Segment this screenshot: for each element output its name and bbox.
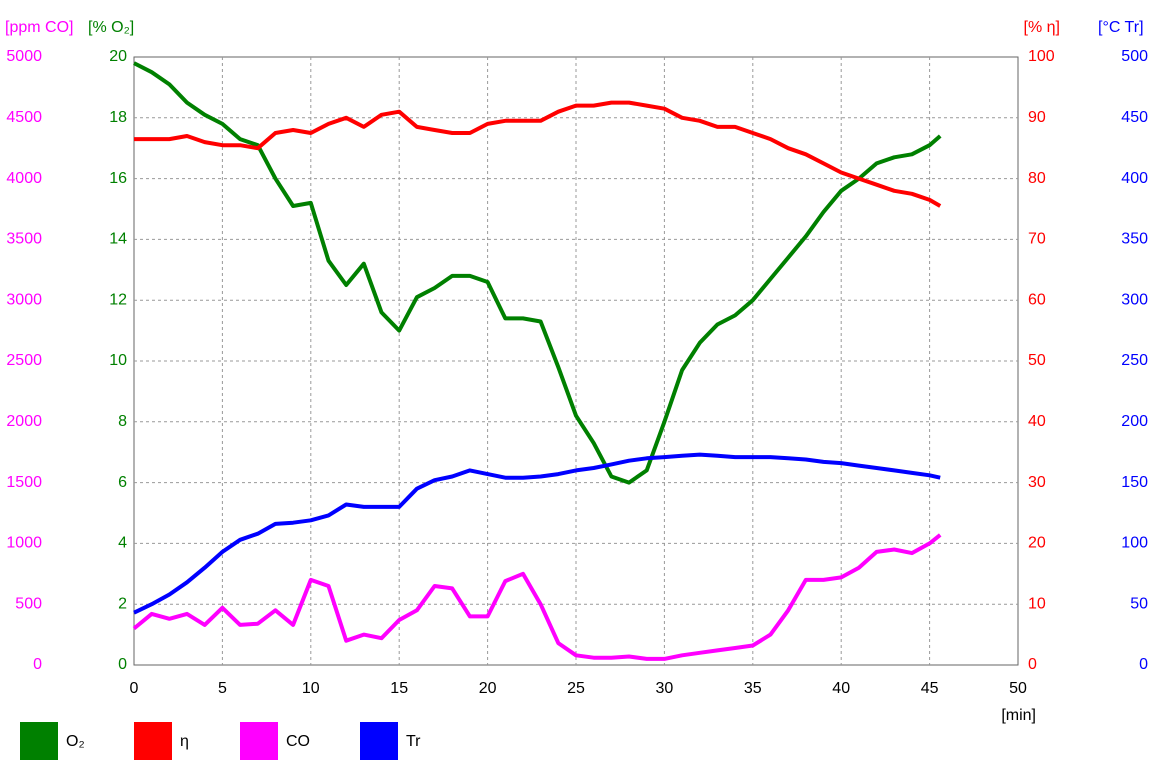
x-tick-label: 0: [130, 680, 139, 697]
legend-swatch: [360, 722, 398, 760]
y-tick-label: 500: [1121, 48, 1148, 65]
y-tick-label: 3500: [6, 231, 42, 248]
y-tick-label: 50: [1130, 595, 1148, 612]
y-tick-label: 2: [118, 595, 127, 612]
legend-swatch: [134, 722, 172, 760]
y-tick-label: 100: [1028, 48, 1055, 65]
series-line: [132, 533, 942, 661]
y-tick-label: 16: [109, 170, 127, 187]
x-tick-label: 30: [656, 680, 674, 697]
y-tick-label: 90: [1028, 109, 1046, 126]
y-tick-label: 8: [118, 413, 127, 430]
y-tick-label: 0: [118, 656, 127, 673]
x-tick-label: 10: [302, 680, 320, 697]
y-tick-label: 40: [1028, 413, 1046, 430]
y-tick-label: 20: [1028, 535, 1046, 552]
y-tick-label: 350: [1121, 231, 1148, 248]
y-tick-label: 4: [118, 535, 127, 552]
x-tick-label: 40: [832, 680, 850, 697]
y-tick-label: 10: [1028, 595, 1046, 612]
y-tick-label: 20: [109, 48, 127, 65]
y-tick-label: 3000: [6, 291, 42, 308]
y-tick-label: 5000: [6, 48, 42, 65]
legend-label: Tr: [406, 733, 421, 750]
y-tick-label: 0: [1139, 656, 1148, 673]
x-axis-label: [min]: [1001, 707, 1036, 724]
series-line: [133, 61, 942, 485]
y-tick-label: 2500: [6, 352, 42, 369]
y-axis-label: [ppm CO]: [5, 19, 73, 36]
y-tick-label: 4000: [6, 170, 42, 187]
y-tick-label: 100: [1121, 535, 1148, 552]
series-line: [134, 100, 942, 208]
y-axis-label: [% η]: [1024, 19, 1060, 36]
legend-label: η: [180, 733, 189, 750]
y-tick-label: 10: [109, 352, 127, 369]
x-tick-label: 5: [218, 680, 227, 697]
legend-swatch: [20, 722, 58, 760]
y-tick-label: 18: [109, 109, 127, 126]
y-tick-label: 6: [118, 474, 127, 491]
y-tick-label: 60: [1028, 291, 1046, 308]
y-tick-label: 4500: [6, 109, 42, 126]
y-tick-label: 250: [1121, 352, 1148, 369]
y-tick-label: 0: [1028, 656, 1037, 673]
x-tick-label: 35: [744, 680, 762, 697]
y-tick-label: 30: [1028, 474, 1046, 491]
y-tick-label: 150: [1121, 474, 1148, 491]
legend-label: CO: [286, 733, 310, 750]
x-tick-label: 25: [567, 680, 585, 697]
y-tick-label: 1000: [6, 535, 42, 552]
y-tick-label: 500: [15, 595, 42, 612]
y-axis-label: [°C Tr]: [1098, 19, 1144, 36]
legend-label: O₂: [66, 733, 85, 750]
y-tick-label: 80: [1028, 170, 1046, 187]
y-axis-label: [% O₂]: [88, 19, 134, 36]
x-tick-label: 15: [390, 680, 408, 697]
x-tick-label: 20: [479, 680, 497, 697]
y-tick-label: 14: [109, 231, 127, 248]
y-tick-label: 1500: [6, 474, 42, 491]
series-line: [133, 452, 941, 615]
y-tick-label: 450: [1121, 109, 1148, 126]
legend-swatch: [240, 722, 278, 760]
y-tick-label: 50: [1028, 352, 1046, 369]
y-tick-label: 70: [1028, 231, 1046, 248]
x-tick-label: 50: [1009, 680, 1027, 697]
x-tick-label: 45: [921, 680, 939, 697]
y-tick-label: 200: [1121, 413, 1148, 430]
y-tick-label: 300: [1121, 291, 1148, 308]
y-tick-label: 400: [1121, 170, 1148, 187]
y-tick-label: 12: [109, 291, 127, 308]
y-tick-label: 0: [33, 656, 42, 673]
y-tick-label: 2000: [6, 413, 42, 430]
